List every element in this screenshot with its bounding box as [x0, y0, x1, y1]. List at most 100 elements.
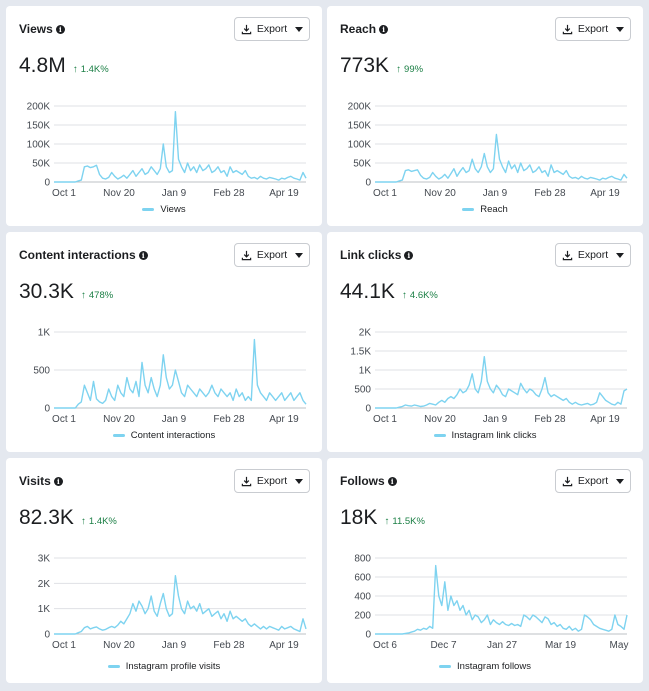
download-icon: [562, 476, 573, 486]
metric-summary: 773K ↑ 99%: [340, 54, 423, 78]
legend-label: Instagram follows: [457, 661, 531, 672]
metric-value: 30.3K: [19, 280, 74, 303]
x-tick-label: Nov 20: [103, 188, 135, 199]
line-chart[interactable]: 0 50K 100K 150K 200K Oct 1 Nov 20 Jan 9 Feb 28 Ap…: [327, 86, 643, 226]
metric-card-link-clicks: Link clicks i Export 44.1K ↑ 4.6K% 0 500 1…: [327, 232, 643, 452]
y-tick-label: 0: [365, 404, 371, 415]
chevron-down-icon: [616, 252, 625, 258]
export-button[interactable]: Export: [555, 17, 631, 41]
x-tick-label: Oct 1: [373, 414, 397, 425]
x-tick-label: Mar 19: [545, 640, 577, 651]
arrow-up-icon: ↑: [80, 290, 86, 301]
card-title-text: Views: [19, 22, 53, 36]
chevron-down-icon: [295, 252, 304, 258]
y-tick-label: 100K: [348, 140, 372, 151]
metric-card-visits: Visits i Export 82.3K ↑ 1.4K% 0 1K 2K 3K Oct…: [6, 458, 322, 683]
x-tick-label: Nov 20: [103, 640, 135, 651]
x-tick-label: Apr 19: [590, 414, 620, 425]
metric-value: 18K: [340, 506, 378, 529]
download-icon: [562, 24, 573, 34]
y-tick-label: 800: [354, 554, 371, 565]
metric-change: ↑ 1.4K%: [73, 64, 109, 75]
info-icon[interactable]: i: [55, 24, 65, 34]
metric-summary: 82.3K ↑ 1.4K%: [19, 506, 117, 530]
metric-card-reach: Reach i Export 773K ↑ 99% 0 50K 100K 150K 20…: [327, 6, 643, 226]
export-button[interactable]: Export: [555, 469, 631, 493]
x-tick-label: Feb 28: [213, 640, 245, 651]
y-tick-label: 100K: [27, 140, 51, 151]
line-chart[interactable]: 0 500 1K 1.5K 2K Oct 1 Nov 20 Jan 9 Feb 28 Apr 19: [327, 312, 643, 452]
export-label: Export: [256, 475, 288, 487]
card-title-text: Visits: [19, 474, 51, 488]
y-tick-label: 2K: [38, 579, 51, 590]
export-button[interactable]: Export: [555, 243, 631, 267]
y-tick-label: 200K: [348, 102, 372, 113]
export-button[interactable]: Export: [234, 243, 310, 267]
y-tick-label: 1K: [38, 328, 51, 339]
legend-label: Views: [160, 204, 186, 215]
y-tick-label: 150K: [348, 121, 372, 132]
change-text: 478%: [88, 290, 114, 301]
line-chart[interactable]: 0 200 400 600 800 Oct 6 Dec 7 Jan 27 Mar 19 May: [327, 538, 643, 678]
export-label: Export: [256, 249, 288, 261]
card-title: Views i: [19, 22, 65, 36]
line-chart[interactable]: 0 500 1K Oct 1 Nov 20 Jan 9 Feb 28 Apr 19: [6, 312, 322, 452]
legend-swatch: [112, 434, 125, 437]
x-tick-label: Nov 20: [103, 414, 135, 425]
x-tick-label: Apr 19: [590, 188, 620, 199]
chart-legend: Views: [6, 204, 322, 215]
chevron-down-icon: [295, 478, 304, 484]
download-icon: [562, 250, 573, 260]
change-text: 99%: [404, 64, 424, 75]
y-tick-label: 1.5K: [350, 347, 371, 358]
chart-legend: Instagram profile visits: [6, 661, 322, 672]
x-tick-label: Feb 28: [534, 414, 566, 425]
change-text: 4.6K%: [409, 290, 438, 301]
chart-svg: 0 500 1K Oct 1 Nov 20 Jan 9 Feb 28 Apr 19: [33, 328, 307, 425]
info-icon[interactable]: i: [53, 476, 63, 486]
change-text: 1.4K%: [88, 516, 117, 527]
metric-value: 4.8M: [19, 54, 66, 77]
info-icon[interactable]: i: [138, 250, 148, 260]
chevron-down-icon: [295, 26, 304, 32]
chart-svg: 0 50K 100K 150K 200K Oct 1 Nov 20 Jan 9 Feb 28 Ap…: [348, 102, 628, 199]
y-tick-label: 150K: [27, 121, 51, 132]
info-icon[interactable]: i: [387, 476, 397, 486]
change-text: 1.4K%: [80, 64, 109, 75]
y-tick-label: 3K: [38, 554, 51, 565]
legend-swatch: [433, 434, 446, 437]
metric-value: 44.1K: [340, 280, 395, 303]
y-tick-label: 0: [365, 630, 371, 641]
change-text: 11.5K%: [392, 516, 425, 527]
x-tick-label: Oct 1: [52, 188, 76, 199]
y-tick-label: 0: [365, 178, 371, 189]
info-icon[interactable]: i: [404, 250, 414, 260]
y-tick-label: 0: [44, 178, 50, 189]
download-icon: [241, 24, 252, 34]
y-tick-label: 200K: [27, 102, 51, 113]
line-chart[interactable]: 0 1K 2K 3K Oct 1 Nov 20 Jan 9 Feb 28 Apr 19: [6, 538, 322, 678]
chart-svg: 0 500 1K 1.5K 2K Oct 1 Nov 20 Jan 9 Feb 28 Apr 19: [350, 328, 628, 425]
info-icon[interactable]: i: [379, 24, 389, 34]
arrow-up-icon: ↑: [80, 516, 86, 527]
card-title-text: Content interactions: [19, 248, 136, 262]
x-tick-label: Jan 9: [483, 414, 508, 425]
legend-swatch: [462, 208, 475, 211]
chart-legend: Instagram follows: [327, 661, 643, 672]
x-tick-label: Oct 6: [373, 640, 397, 651]
x-tick-label: May: [610, 640, 629, 651]
y-tick-label: 0: [44, 404, 50, 415]
x-tick-label: Oct 1: [373, 188, 397, 199]
export-button[interactable]: Export: [234, 17, 310, 41]
line-chart[interactable]: 0 50K 100K 150K 200K Oct 1 Nov 20 Jan 9 Feb 28 Ap…: [6, 86, 322, 226]
x-tick-label: Apr 19: [269, 640, 299, 651]
export-button[interactable]: Export: [234, 469, 310, 493]
y-tick-label: 500: [354, 385, 371, 396]
x-tick-label: Feb 28: [213, 414, 245, 425]
card-title: Follows i: [340, 474, 397, 488]
export-label: Export: [256, 23, 288, 35]
chart-svg: 0 1K 2K 3K Oct 1 Nov 20 Jan 9 Feb 28 Apr 19: [38, 554, 307, 651]
chart-legend: Content interactions: [6, 430, 322, 441]
y-tick-label: 1K: [359, 366, 372, 377]
